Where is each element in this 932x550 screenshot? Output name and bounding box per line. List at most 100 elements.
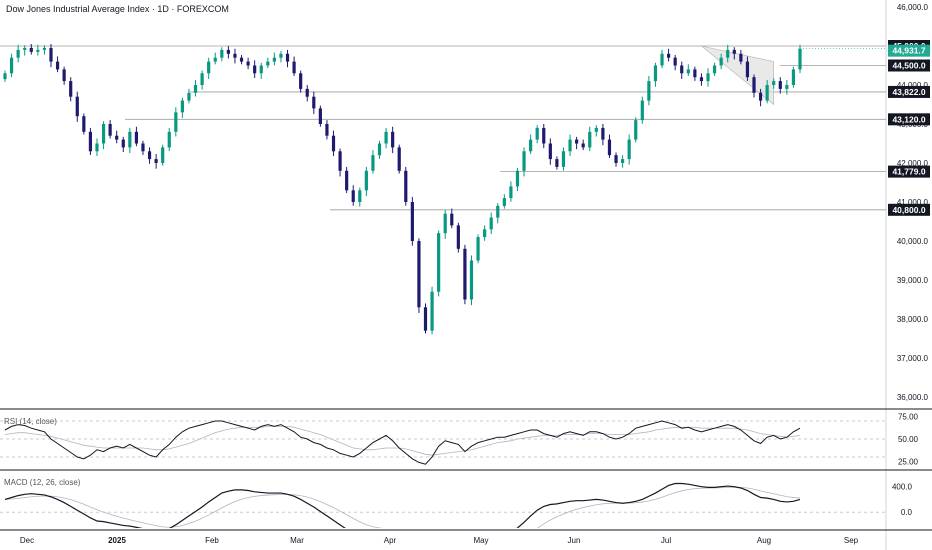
candle-body bbox=[292, 61, 296, 74]
candle-body bbox=[437, 233, 441, 292]
candle-body bbox=[791, 69, 796, 85]
candle-body bbox=[561, 151, 566, 167]
candle-body bbox=[233, 53, 237, 58]
candle-body bbox=[522, 151, 526, 171]
candle-body bbox=[220, 49, 224, 58]
candle-body bbox=[121, 139, 125, 148]
pattern-shading bbox=[701, 45, 775, 106]
candle-body bbox=[128, 131, 132, 148]
candle-body bbox=[384, 131, 388, 144]
candle-body bbox=[712, 65, 717, 74]
candle-body bbox=[666, 53, 671, 58]
time-tick-label: Sep bbox=[844, 536, 859, 545]
candle-body bbox=[49, 47, 53, 62]
candle-body bbox=[358, 190, 362, 202]
candle-body bbox=[555, 159, 559, 167]
candle-body bbox=[785, 85, 789, 89]
time-tick-label: Jul bbox=[661, 536, 671, 545]
candle-body bbox=[180, 100, 184, 113]
candle-body bbox=[3, 73, 7, 80]
candle-body bbox=[693, 69, 697, 78]
candle-body bbox=[463, 248, 467, 300]
candle-body bbox=[82, 116, 86, 132]
candle-body bbox=[62, 69, 66, 82]
candle-body bbox=[634, 120, 638, 140]
last-price-label: 44,931.7 bbox=[892, 46, 925, 56]
macd-panel-label: MACD (12, 26, close) bbox=[4, 478, 81, 487]
candle-body bbox=[167, 131, 171, 148]
candle-body bbox=[88, 131, 93, 152]
time-tick-label: Mar bbox=[290, 536, 304, 545]
candle-body bbox=[226, 49, 230, 54]
candle-body bbox=[772, 81, 776, 85]
candle-body bbox=[9, 57, 14, 74]
candle-body bbox=[266, 61, 270, 66]
candle-body bbox=[752, 77, 756, 93]
time-tick-label: Aug bbox=[757, 536, 771, 545]
candle-body bbox=[515, 170, 520, 187]
candle-body bbox=[443, 213, 447, 234]
candle-body bbox=[42, 47, 47, 50]
price-tick-label: 46,000.0 bbox=[897, 3, 929, 12]
price-tick-label: 40,000.0 bbox=[897, 237, 929, 246]
time-tick-label: May bbox=[473, 536, 488, 545]
candle-body bbox=[548, 143, 552, 160]
candle-body bbox=[207, 61, 211, 74]
candle-body bbox=[542, 127, 546, 144]
candle-body bbox=[647, 81, 651, 101]
candle-body bbox=[423, 307, 428, 331]
candle-body bbox=[391, 131, 395, 148]
price-tick-label: 44,000.0 bbox=[897, 81, 929, 90]
candle-body bbox=[778, 81, 782, 89]
candle-body bbox=[627, 139, 631, 160]
candle-body bbox=[640, 100, 644, 121]
candle-body bbox=[732, 49, 736, 54]
candle-body bbox=[193, 85, 198, 93]
candle-body bbox=[187, 92, 191, 101]
candle-body bbox=[115, 135, 119, 140]
candle-body bbox=[239, 57, 244, 62]
candle-body bbox=[331, 135, 336, 152]
price-tick-label: 39,000.0 bbox=[897, 276, 929, 285]
rsi-ma-line bbox=[4, 425, 801, 456]
candle-body bbox=[430, 291, 434, 331]
candle-body bbox=[739, 53, 743, 62]
candle-body bbox=[246, 61, 250, 66]
level-label: 44,500.0 bbox=[892, 61, 925, 71]
rsi-panel-label: RSI (14, close) bbox=[4, 417, 57, 426]
candle-body bbox=[154, 159, 158, 163]
candle-body bbox=[653, 65, 658, 82]
candle-body bbox=[706, 73, 710, 82]
candle-body bbox=[410, 202, 414, 241]
macd-tick-label: 400.0 bbox=[892, 483, 913, 492]
candle-body bbox=[529, 139, 533, 152]
candle-body bbox=[581, 143, 585, 148]
rsi-tick-label: 75.00 bbox=[898, 413, 919, 422]
macd-signal-line bbox=[4, 486, 801, 528]
candle-body bbox=[345, 170, 349, 191]
candle-body bbox=[594, 127, 598, 132]
candle-body bbox=[758, 92, 763, 101]
candle-body bbox=[213, 57, 217, 62]
candle-body bbox=[174, 112, 178, 132]
level-label-box bbox=[888, 113, 930, 126]
candle-body bbox=[397, 147, 401, 171]
candle-body bbox=[285, 53, 290, 62]
candle-body bbox=[575, 139, 579, 144]
candle-body bbox=[134, 131, 139, 144]
candle-body bbox=[272, 57, 276, 62]
candle-body bbox=[450, 213, 454, 226]
candle-body bbox=[95, 143, 99, 152]
level-label: 43,822.0 bbox=[892, 87, 925, 97]
price-tick-label: 36,000.0 bbox=[897, 393, 929, 402]
candle-body bbox=[36, 49, 40, 52]
candle-body bbox=[476, 237, 480, 261]
candle-body bbox=[161, 147, 165, 163]
candle-body bbox=[673, 57, 677, 66]
candle-body bbox=[765, 85, 769, 101]
candle-body bbox=[16, 49, 20, 58]
candle-body bbox=[377, 143, 382, 156]
candle-body bbox=[621, 159, 625, 163]
price-tick-label: 37,000.0 bbox=[897, 354, 929, 363]
